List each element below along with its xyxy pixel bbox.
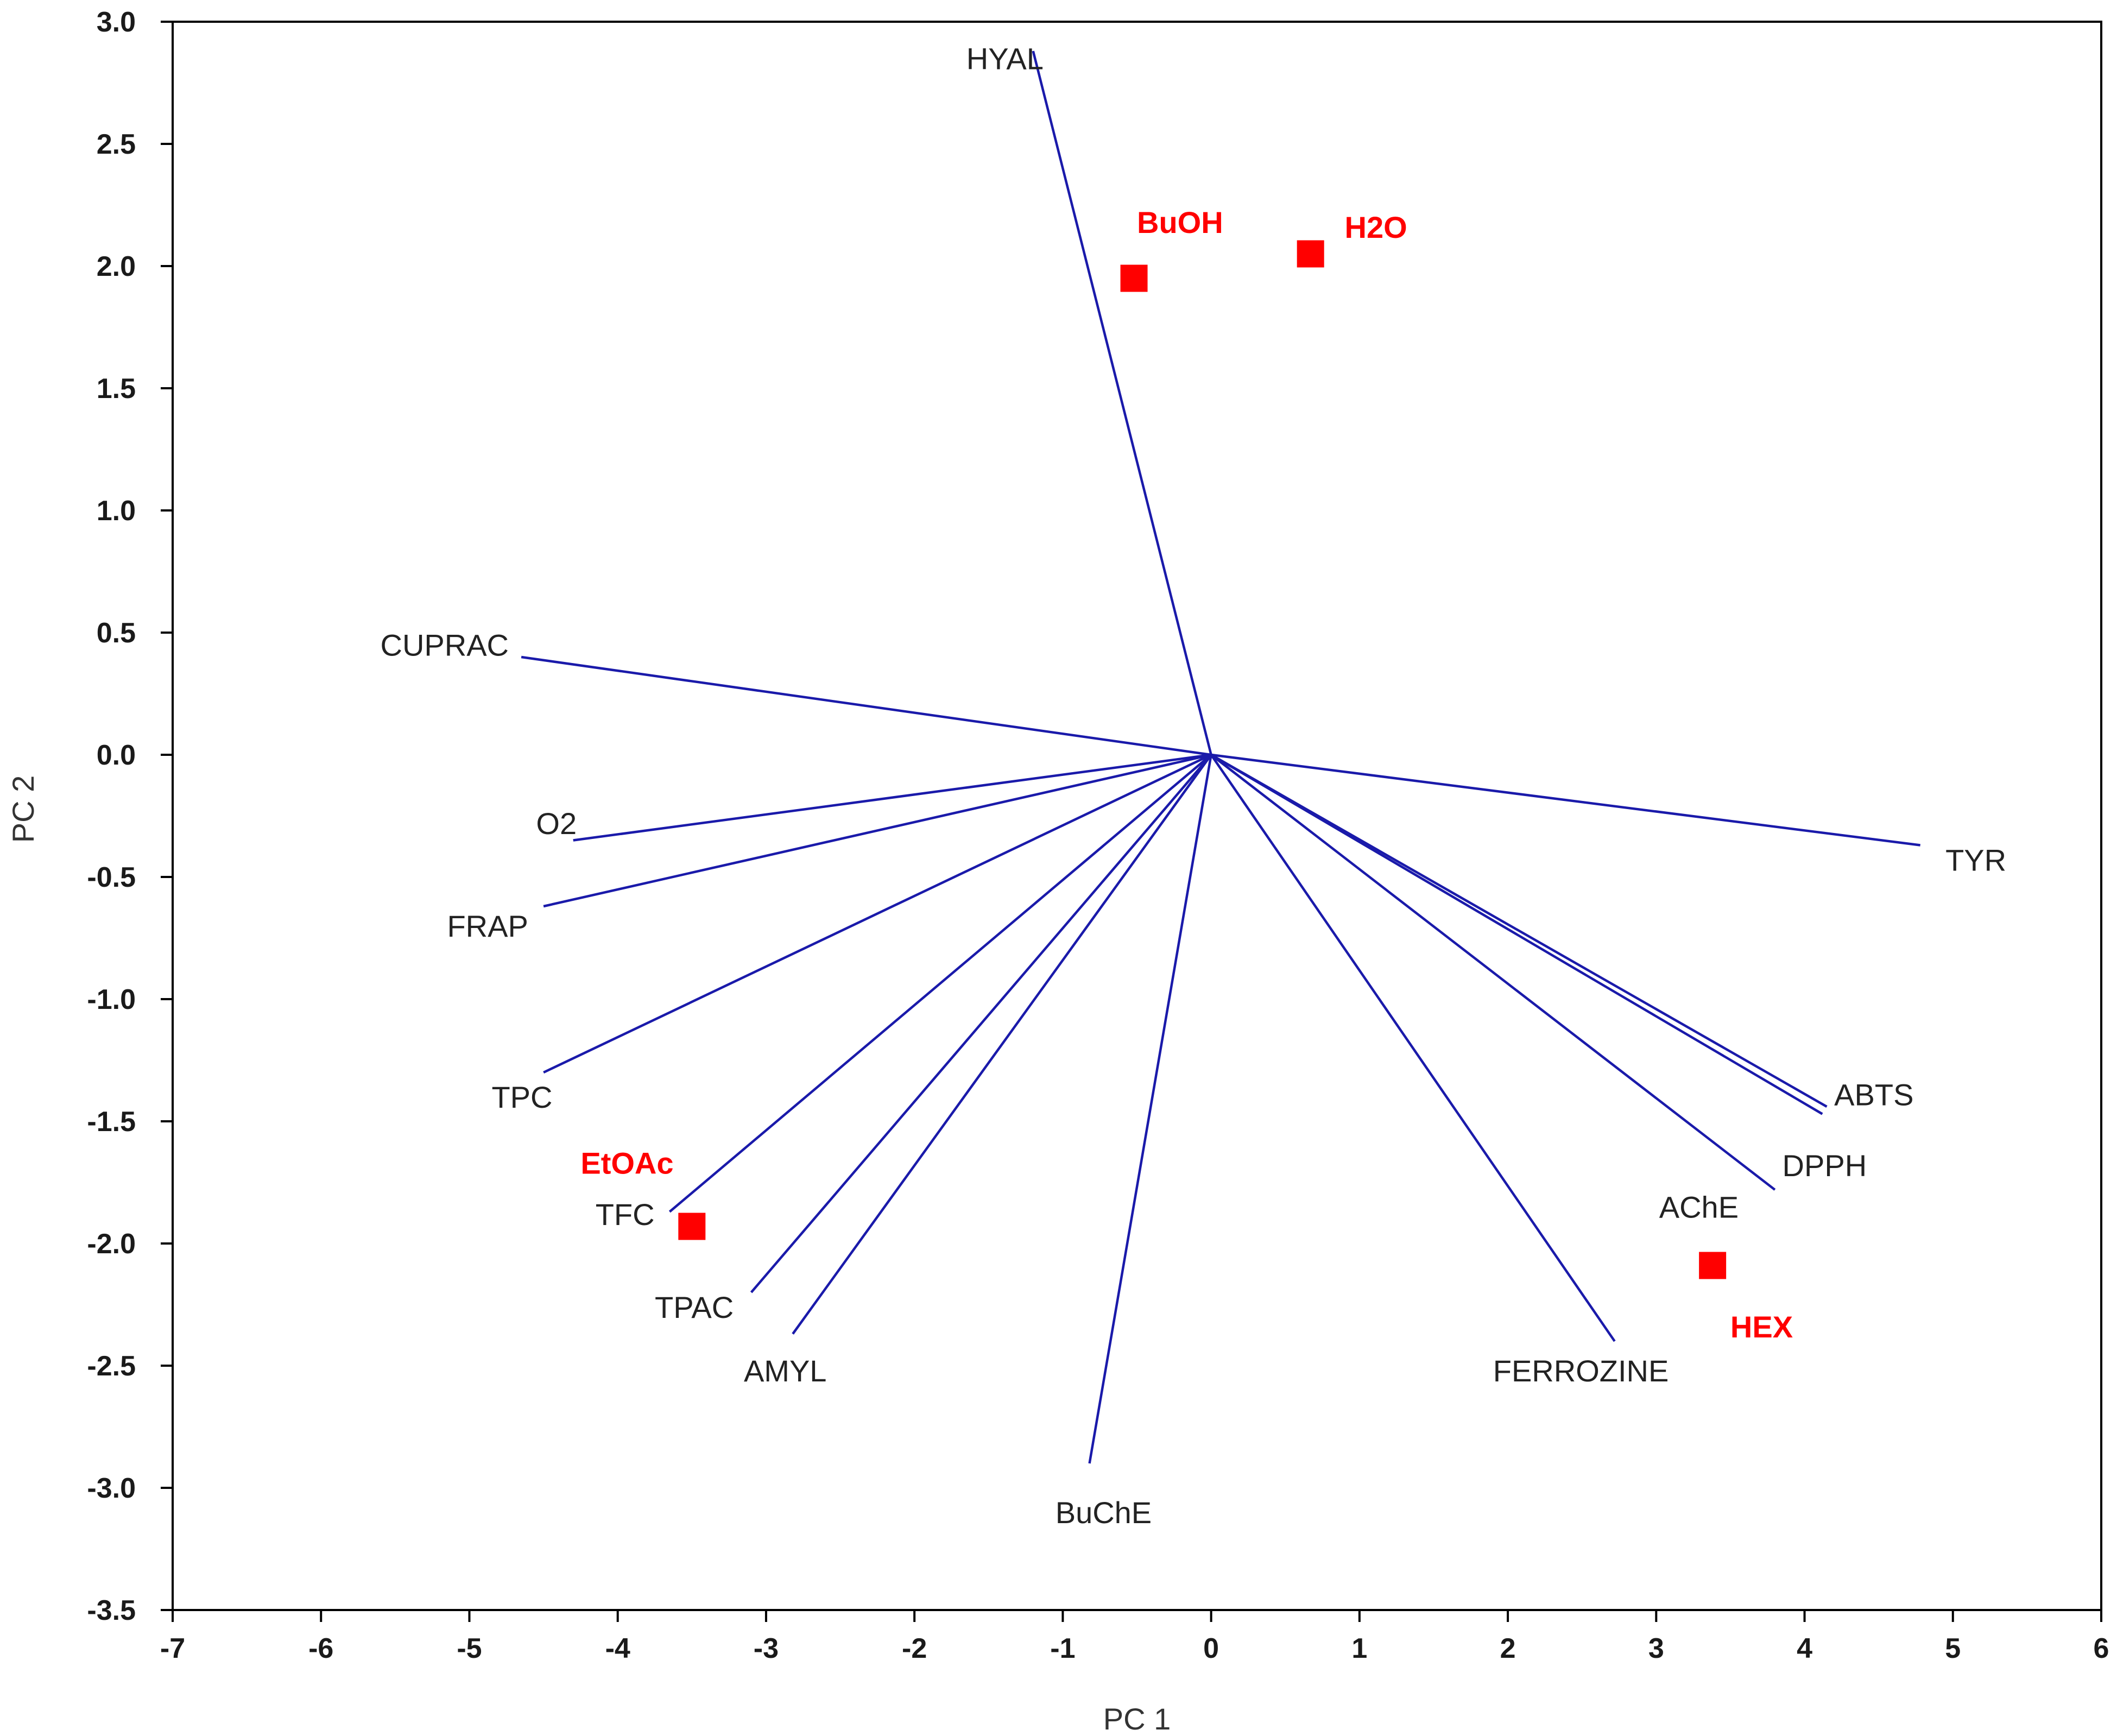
- loading-vector-ferrozine: [1210, 754, 1616, 1342]
- loading-label-frap: FRAP: [447, 909, 528, 943]
- x-tick-label: -5: [457, 1633, 482, 1664]
- y-tick-label: 2.0: [97, 251, 136, 282]
- loading-vector-ache: [1210, 754, 1776, 1191]
- loading-label-o2: O2: [536, 806, 577, 841]
- loading-vector-abts: [1210, 754, 1828, 1108]
- sample-point-hex: [1699, 1252, 1727, 1279]
- x-tick-label: 0: [1203, 1633, 1219, 1664]
- y-tick-label: -3.0: [87, 1473, 136, 1504]
- x-tick-label: -7: [160, 1633, 185, 1664]
- loading-label-tfc: TFC: [596, 1197, 655, 1232]
- loading-vector-tyr: [1211, 753, 1920, 847]
- sample-label-buoh: BuOH: [1137, 205, 1223, 239]
- sample-label-h2o: H2O: [1345, 210, 1407, 244]
- loading-label-abts: ABTS: [1834, 1078, 1913, 1112]
- loading-vector-tfc: [668, 754, 1212, 1213]
- sample-label-hex: HEX: [1730, 1310, 1793, 1344]
- x-tick-label: 5: [1945, 1633, 1961, 1664]
- x-tick-label: 2: [1500, 1633, 1516, 1664]
- y-axis-title: PC 2: [6, 775, 40, 843]
- y-tick-label: 1.0: [97, 495, 136, 527]
- x-tick-label: 3: [1648, 1633, 1664, 1664]
- loading-vector-dpph: [1210, 754, 1823, 1115]
- y-axis: 3.0 2.5 2.0 1.5 1.0 0.5 0.0 -0.5 -1.0 -1.5 -2.0 -2.…: [87, 7, 173, 1626]
- x-tick-label: -2: [902, 1633, 927, 1664]
- loading-vector-buche: [1088, 754, 1212, 1464]
- plot-frame: [172, 21, 2102, 1611]
- y-tick-label: 3.0: [97, 7, 136, 38]
- x-tick-label: -4: [605, 1633, 630, 1664]
- x-axis: -7 -6 -5 -4 -3 -2 -1 0 1 2 3 4 5 6: [160, 1610, 2109, 1664]
- y-tick-label: 2.5: [97, 129, 136, 160]
- point-labels: HYAL CUPRAC O2 FRAP TPC TFC TPAC AMYL BuChE FERRO…: [381, 42, 2007, 1530]
- x-tick-label: -6: [308, 1633, 333, 1664]
- loading-label-ache: AChE: [1659, 1190, 1739, 1224]
- loading-vector-hyal: [1032, 50, 1212, 755]
- x-tick-label: -3: [754, 1633, 779, 1664]
- sample-point-h2o: [1297, 240, 1324, 268]
- loading-label-tyr: TYR: [1945, 843, 2006, 878]
- loading-vector-tpc: [543, 753, 1212, 1074]
- y-tick-label: 0.5: [97, 617, 136, 649]
- loading-vector-tpac: [750, 754, 1212, 1293]
- loading-vector-frap: [543, 753, 1212, 908]
- y-tick-label: -0.5: [87, 862, 136, 893]
- y-tick-label: -2.0: [87, 1228, 136, 1260]
- loading-vector-o2: [573, 753, 1211, 842]
- y-tick-label: -1.0: [87, 984, 136, 1015]
- loading-label-dpph: DPPH: [1783, 1148, 1867, 1183]
- loading-label-cuprac: CUPRAC: [381, 628, 509, 662]
- y-tick-label: 1.5: [97, 373, 136, 405]
- y-tick-label: 0.0: [97, 740, 136, 771]
- loading-vector-cuprac: [521, 655, 1211, 756]
- x-axis-title: PC 1: [1103, 1702, 1171, 1736]
- loading-label-tpc: TPC: [491, 1080, 552, 1114]
- loading-label-ferrozine: FERROZINE: [1493, 1354, 1669, 1388]
- loading-label-tpac: TPAC: [655, 1290, 734, 1324]
- x-tick-label: 4: [1797, 1633, 1812, 1664]
- sample-point-etoac: [678, 1213, 706, 1240]
- loading-vector-amyl: [792, 754, 1212, 1335]
- y-tick-label: -1.5: [87, 1106, 136, 1138]
- loading-vectors: [521, 50, 1920, 1464]
- x-tick-label: -1: [1050, 1633, 1075, 1664]
- sample-points: [678, 240, 1727, 1279]
- loading-label-buche: BuChE: [1056, 1495, 1152, 1530]
- x-tick-label: 1: [1351, 1633, 1367, 1664]
- loading-label-amyl: AMYL: [744, 1354, 827, 1388]
- sample-point-buoh: [1120, 264, 1148, 292]
- x-tick-label: 6: [2094, 1633, 2109, 1664]
- y-tick-label: -2.5: [87, 1350, 136, 1382]
- sample-label-etoac: EtOAc: [580, 1146, 673, 1181]
- loading-label-hyal: HYAL: [966, 42, 1044, 76]
- y-tick-label: -3.5: [87, 1595, 136, 1626]
